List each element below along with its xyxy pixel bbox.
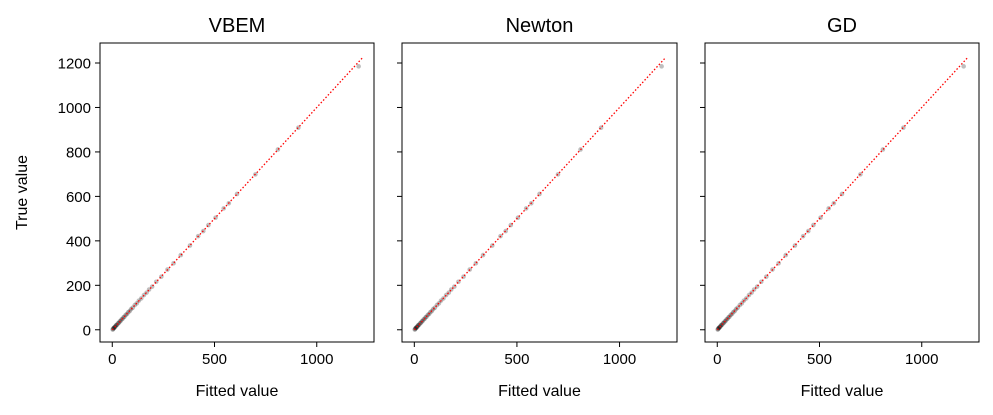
scatter-point — [961, 64, 966, 69]
x-axis-label: Fitted value — [196, 383, 279, 400]
x-tick-label: 500 — [202, 351, 227, 368]
identity-line — [716, 57, 969, 331]
scatter-point — [720, 321, 726, 326]
axes-frame — [401, 42, 678, 343]
x-axis-label: Fitted value — [498, 383, 581, 400]
y-tick-label: 0 — [83, 322, 91, 339]
axes-frame — [99, 42, 375, 343]
x-tick-label: 1000 — [300, 351, 333, 368]
x-tick-label: 0 — [713, 351, 721, 368]
subplot-title: Newton — [506, 15, 574, 37]
identity-line — [413, 57, 667, 331]
axes-frame — [704, 42, 980, 343]
y-tick-label: 200 — [66, 278, 91, 295]
x-axis-label: Fitted value — [801, 383, 884, 400]
y-tick-label: 1200 — [58, 56, 91, 73]
y-tick-label: 400 — [66, 233, 91, 250]
subplot-title: VBEM — [209, 15, 266, 37]
plot-area — [412, 57, 667, 332]
scatter-point — [659, 64, 664, 69]
scatter-point — [555, 172, 561, 177]
identity-line — [111, 57, 364, 331]
x-tick-label: 500 — [807, 351, 832, 368]
x-tick-label: 1000 — [905, 351, 938, 368]
x-tick-label: 0 — [410, 351, 418, 368]
scatter-point — [356, 64, 361, 69]
scatter-point — [144, 290, 149, 295]
scatter-point — [430, 306, 436, 312]
subplot-3: 0 500 1000 GD Fitted value — [700, 15, 980, 400]
y-axis-label: True value — [14, 155, 31, 230]
scatter-point — [115, 321, 121, 326]
x-tick-label: 0 — [108, 351, 116, 368]
subplot-2: 0 500 1000 Newton Fitted value — [397, 15, 678, 400]
x-tick-label: 500 — [504, 351, 529, 368]
subplot-title: GD — [827, 15, 857, 37]
subplot-1: 0 500 1000 0 200 400 600 800 1000 1200 VBEM Fitted … — [14, 15, 375, 400]
scatter-point — [128, 306, 134, 312]
scatter-point — [749, 290, 754, 295]
plot-area — [715, 57, 969, 332]
x-tick-label: 1000 — [603, 351, 636, 368]
y-tick-label: 800 — [66, 144, 91, 161]
y-tick-label: 1000 — [58, 100, 91, 117]
scatter-point — [733, 306, 739, 312]
y-tick-label: 600 — [66, 189, 91, 206]
scatter-point — [443, 292, 449, 298]
plot-area — [110, 57, 364, 332]
